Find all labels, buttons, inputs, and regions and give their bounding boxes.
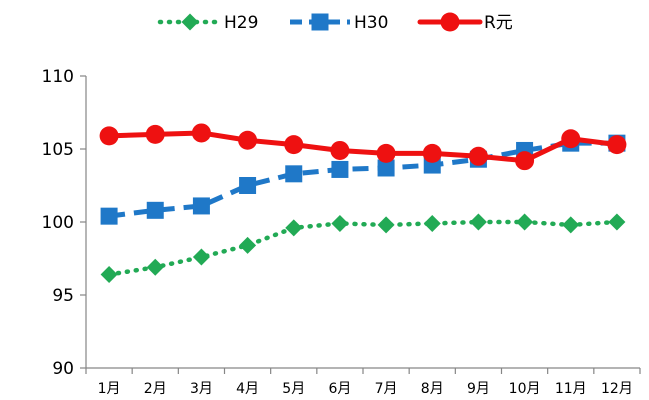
data-point — [146, 201, 164, 219]
y-tick-label: 95 — [52, 286, 74, 306]
data-point — [100, 207, 118, 225]
legend: H29 H30 R元 — [157, 12, 513, 33]
data-point — [561, 129, 581, 149]
data-point — [191, 123, 211, 143]
x-tick-label: 9月 — [467, 381, 490, 397]
data-point — [516, 213, 534, 231]
series-line — [106, 219, 620, 277]
series-1 — [100, 213, 626, 284]
data-point — [239, 177, 257, 194]
x-tick-label: 6月 — [328, 381, 351, 397]
data-point — [192, 197, 210, 215]
y-tick-label: 90 — [52, 359, 74, 379]
data-point — [607, 135, 627, 155]
y-tick-label: 105 — [42, 140, 74, 160]
data-point — [422, 143, 442, 163]
data-point — [284, 135, 304, 155]
data-point — [515, 151, 535, 171]
legend-item: H29 — [157, 13, 258, 33]
data-point — [181, 13, 199, 31]
data-point — [377, 216, 395, 234]
x-tick-label: 11月 — [555, 381, 587, 397]
x-tick-label: 7月 — [375, 381, 398, 397]
x-tick-label: 5月 — [282, 381, 305, 397]
data-point — [377, 159, 395, 177]
x-tick-label: 12月 — [601, 381, 633, 397]
x-tick-label: 2月 — [144, 381, 167, 397]
data-point — [99, 126, 119, 146]
data-point — [376, 143, 396, 163]
data-point — [423, 214, 441, 232]
data-point — [239, 236, 257, 254]
data-point — [330, 140, 350, 160]
x-tick-label: 3月 — [190, 381, 213, 397]
data-point — [331, 214, 349, 232]
data-point — [562, 216, 580, 234]
data-point — [100, 266, 118, 284]
series-3 — [99, 123, 627, 171]
y-tick-label: 110 — [42, 67, 74, 87]
data-point — [285, 165, 303, 183]
x-tick-label: 8月 — [421, 381, 444, 397]
legend-item: R元 — [417, 12, 513, 33]
data-point — [331, 160, 349, 178]
axes: 90 95 100 105 110 1月 2月 3月 4月 5月 6月 7月 8月 9月 10月 11月 12月 — [42, 67, 641, 397]
y-tick-label: 100 — [42, 213, 74, 233]
legend-label: H29 — [224, 13, 258, 33]
data-point — [608, 213, 626, 231]
legend-item: H30 — [290, 13, 388, 33]
x-tick-label: 1月 — [98, 381, 121, 397]
data-point — [311, 13, 329, 31]
legend-label: R元 — [484, 13, 513, 33]
data-point — [192, 248, 210, 266]
data-point — [146, 258, 164, 276]
data-point — [468, 146, 488, 166]
data-point — [285, 219, 303, 237]
series-layer — [99, 123, 627, 284]
data-point — [469, 213, 487, 231]
x-tick-label: 4月 — [236, 381, 259, 397]
data-point — [145, 124, 165, 144]
data-point — [238, 130, 258, 150]
data-point — [440, 12, 460, 32]
x-tick-label: 10月 — [509, 381, 541, 397]
legend-label: H30 — [354, 13, 388, 33]
